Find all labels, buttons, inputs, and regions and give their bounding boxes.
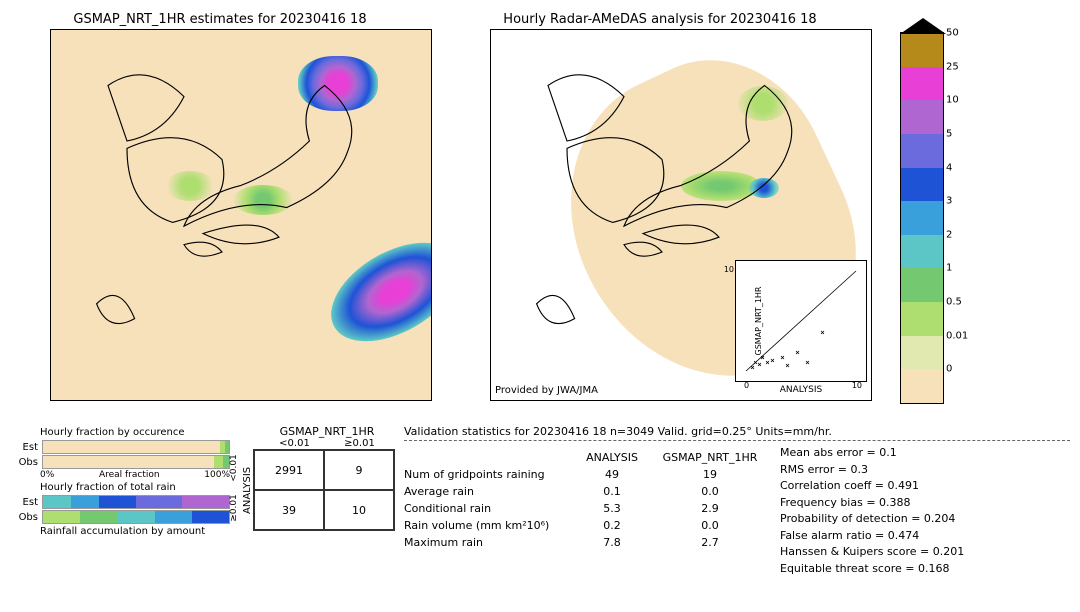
provided-by-label: Provided by JWA/JMA (495, 385, 598, 396)
colorbar-arrow-icon (900, 18, 946, 34)
left-map-title: GSMAP_NRT_1HR estimates for 20230416 18 (10, 12, 430, 27)
colorbar-strip: 502510543210.50.010 (900, 32, 944, 404)
fraction-title-1: Hourly fraction by occurence (40, 427, 230, 438)
fraction-title-3: Rainfall accumulation by amount (40, 526, 230, 537)
stats-panel: Validation statistics for 20230416 18 n=… (404, 425, 1070, 577)
ct-row-label-1: ≥0.01 (229, 494, 239, 522)
obs-occ-row: Obs (10, 455, 230, 469)
right-map-title: Hourly Radar-AMeDAS analysis for 2023041… (450, 12, 870, 27)
colorbar: 502510543210.50.010 (900, 32, 944, 410)
ct-cell-10: 39 (254, 490, 324, 530)
right-map: Provided by JWA/JMA ANALYSIS GSMAP_NRT_1… (490, 29, 872, 401)
top-row: GSMAP_NRT_1HR estimates for 20230416 18 … (10, 10, 1070, 410)
contingency-table: GSMAP_NRT_1HR <0.01≥0.01 ANALYSIS 2991 9… (242, 425, 392, 577)
left-map-panel: GSMAP_NRT_1HR estimates for 20230416 18 … (10, 10, 430, 410)
ct-side-label: ANALYSIS (242, 449, 253, 531)
inset-xtick-10: 10 (852, 381, 862, 390)
fraction-title-2: Hourly fraction of total rain (40, 482, 230, 493)
ct-cell-01: 9 (324, 450, 394, 490)
left-map: 25°N30°N35°N40°N45°N120°E125°E130°E135°E… (50, 29, 432, 401)
inset-xlabel: ANALYSIS (736, 385, 866, 395)
inset-ytick-10: 10 (724, 265, 736, 274)
divider (404, 440, 1070, 441)
est-rain-row: Est (10, 495, 230, 509)
coastline (51, 30, 431, 400)
ct-row-label-0: <0.01 (229, 454, 239, 482)
stats-table: ANALYSISGSMAP_NRT_1HR Num of gridpoints … (404, 451, 760, 549)
est-occ-row: Est (10, 440, 230, 454)
bottom-row: Hourly fraction by occurence Est Obs 0%A… (10, 425, 1070, 577)
fraction-bars: Hourly fraction by occurence Est Obs 0%A… (10, 425, 230, 577)
stats-title: Validation statistics for 20230416 18 n=… (404, 425, 1070, 438)
obs-rain-row: Obs (10, 510, 230, 524)
right-map-panel: Hourly Radar-AMeDAS analysis for 2023041… (450, 10, 870, 410)
inset-tick-0: 0 (744, 381, 749, 390)
metrics-list: Mean abs error = 0.1RMS error = 0.3Corre… (780, 445, 964, 577)
scatter-inset: ANALYSIS GSMAP_NRT_1HR 10 10 0 (735, 260, 867, 382)
ct-title: GSMAP_NRT_1HR (262, 425, 392, 438)
inset-ylabel: GSMAP_NRT_1HR (754, 287, 763, 356)
ct-cell-11: 10 (324, 490, 394, 530)
ct-cell-00: 2991 (254, 450, 324, 490)
